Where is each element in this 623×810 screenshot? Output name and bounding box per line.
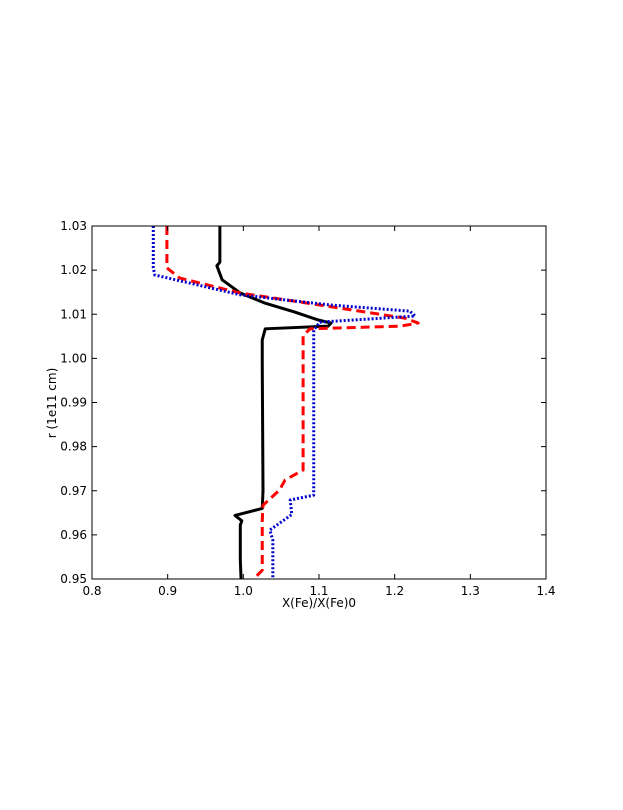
y-tick-label: 0.96 <box>60 528 87 542</box>
y-tick-label: 0.98 <box>60 440 87 454</box>
x-axis-label: X(Fe)/X(Fe)0 <box>282 596 356 610</box>
y-tick-label: 1.01 <box>60 307 87 321</box>
data-line <box>151 226 417 579</box>
y-tick-label: 1.00 <box>60 351 87 365</box>
x-tick-label: 1.0 <box>234 584 253 598</box>
plot-border <box>91 225 547 580</box>
x-tick-label: 1.3 <box>461 584 480 598</box>
y-axis-label: r (1e11 cm) <box>45 368 59 439</box>
x-tick-label: 0.8 <box>82 584 101 598</box>
y-tick-label: 0.95 <box>60 572 87 586</box>
y-tick-label: 1.02 <box>60 263 87 277</box>
y-tick-label: 0.97 <box>60 484 87 498</box>
y-tick-label: 1.03 <box>60 219 87 233</box>
y-tick-label: 0.99 <box>60 396 87 410</box>
x-tick-label: 0.9 <box>158 584 177 598</box>
data-line <box>165 226 420 580</box>
data-line <box>215 226 333 580</box>
plot-frame <box>91 225 547 580</box>
x-tick-label: 1.2 <box>385 584 404 598</box>
x-tick-label: 1.1 <box>309 584 328 598</box>
x-tick-label: 1.4 <box>536 584 555 598</box>
